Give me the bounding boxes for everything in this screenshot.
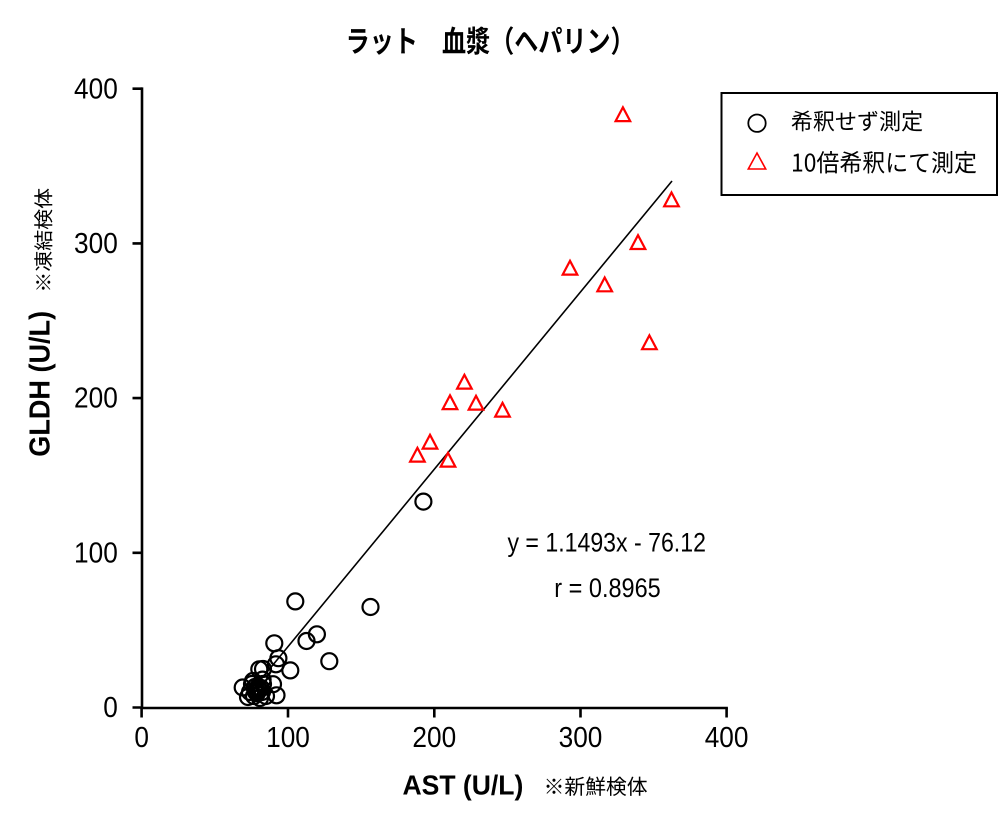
svg-text:100: 100 [74,536,118,568]
svg-text:100: 100 [266,721,310,753]
svg-text:400: 400 [74,72,118,104]
svg-text:300: 300 [74,227,118,259]
svg-text:GLDH (U/L): GLDH (U/L) [24,311,56,457]
svg-text:AST (U/L): AST (U/L) [403,769,524,801]
svg-text:200: 200 [74,382,118,414]
svg-text:200: 200 [412,721,456,753]
svg-text:0: 0 [134,721,149,753]
svg-text:400: 400 [705,721,749,753]
svg-text:300: 300 [559,721,603,753]
svg-text:0: 0 [103,691,118,723]
svg-text:r = 0.8965: r = 0.8965 [554,573,660,603]
svg-text:y = 1.1493x - 76.12: y = 1.1493x - 76.12 [507,528,705,558]
